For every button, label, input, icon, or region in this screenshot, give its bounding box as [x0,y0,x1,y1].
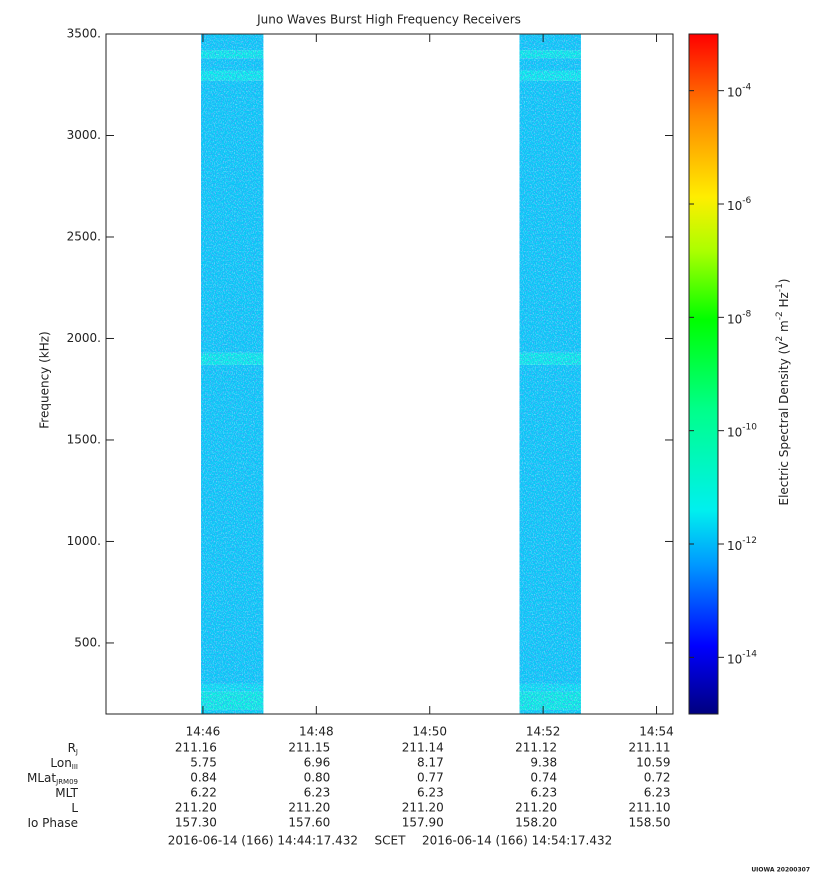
ephemeris-value: 211.11 [629,741,671,755]
label-exponent: -2 [775,311,785,320]
ephemeris-value: 211.20 [515,801,557,815]
ephemeris-label: MLatJRM09 [27,771,78,787]
ephemeris-label-text: MLat [27,771,56,785]
x-tick-label: 14:52 [526,725,561,739]
ephemeris-value: 6.23 [417,786,444,800]
ephemeris-value: 0.84 [190,771,217,785]
ephemeris-value: 5.75 [190,756,217,770]
tick-base: 10 [727,539,742,553]
ephemeris-label-text: Lon [50,756,71,770]
tick-exponent: -14 [742,649,757,659]
ephemeris-value: 0.74 [530,771,557,785]
ephemeris-value: 158.20 [515,816,557,830]
colorbar-label: Electric Spectral Density (V2 m-2 Hz-1) [775,278,791,505]
y-tick-label: 3000. [67,128,101,142]
ephemeris-value: 211.20 [402,801,444,815]
ephemeris-label-sub: J [75,748,78,756]
tick-exponent: -12 [742,536,757,546]
label-exponent: 2 [775,336,785,342]
burst [201,34,264,714]
label-text: Electric Spectral Density (V [777,341,791,506]
plot-frame [105,33,674,715]
ephemeris-value: 0.80 [304,771,331,785]
noise-texture [519,34,581,714]
x-tick-label: 14:54 [639,725,674,739]
label-text: Hz [777,292,791,311]
ephemeris-label: MLT [55,786,78,800]
ephemeris-value: 157.30 [175,816,217,830]
ephemeris-value: 157.60 [288,816,330,830]
ephemeris-label: LonIII [50,756,78,772]
tick-base: 10 [727,652,742,666]
x-tick-label: 14:46 [186,725,221,739]
tick-exponent: -4 [742,82,751,92]
tick-exponent: -6 [742,196,751,206]
tick-base: 10 [727,85,742,99]
ephemeris-value: 158.50 [629,816,671,830]
ephemeris-label: L [71,801,78,815]
y-tick-label: 2500. [67,229,101,243]
ephemeris-value: 6.23 [304,786,331,800]
credit: UIOWA 20200307 [751,867,810,874]
y-axis-label: Frequency (kHz) [38,331,52,428]
ephemeris-value: 10.59 [636,756,670,770]
tick-exponent: -10 [742,422,757,432]
ephemeris-value: 6.23 [530,786,557,800]
ephemeris-value: 0.72 [644,771,671,785]
colorbar-tick-label: 10-12 [727,536,757,553]
time-start: 2016-06-14 (166) 14:44:17.432 [168,834,358,848]
chart-title: Juno Waves Burst High Frequency Receiver… [256,13,521,27]
ephemeris-value: 6.22 [190,786,217,800]
ephemeris-value: 211.16 [175,741,217,755]
ephemeris-value: 8.17 [417,756,444,770]
ephemeris-label-sub: JRM09 [55,778,78,786]
ephemeris-value: 211.12 [515,741,557,755]
label-exponent: -1 [775,283,785,292]
ephemeris-value: 211.20 [175,801,217,815]
colorbar [688,33,719,715]
x-tick-label: 14:50 [412,725,447,739]
ephemeris-value: 9.38 [530,756,557,770]
label-text: ) [777,278,791,283]
y-tick-label: 2000. [67,331,101,345]
ephemeris-value: 211.15 [288,741,330,755]
colorbar-tick-label: 10-6 [727,196,752,213]
time-system: SCET [375,834,407,848]
ephemeris-label: Io Phase [27,816,78,830]
ephemeris-label-text: L [71,801,78,815]
y-tick-label: 3500. [67,27,101,41]
y-tick-label: 1500. [67,432,101,446]
ephemeris-value: 0.77 [417,771,444,785]
ephemeris-value: 6.23 [644,786,671,800]
ephemeris-value: 157.90 [402,816,444,830]
time-end: 2016-06-14 (166) 14:54:17.432 [422,834,612,848]
colorbar-tick-label: 10-10 [727,422,757,439]
ephemeris-value: 211.14 [402,741,444,755]
ephemeris-label-text: R [68,741,76,755]
tick-exponent: -8 [742,309,751,319]
y-tick-label: 500. [74,635,101,649]
tick-base: 10 [727,425,742,439]
burst [519,34,581,714]
tick-base: 10 [727,199,742,213]
ephemeris-label: RJ [68,741,78,757]
y-tick-label: 1000. [67,534,101,548]
tick-base: 10 [727,312,742,326]
colorbar-tick-label: 10-8 [727,309,752,326]
ephemeris-value: 6.96 [304,756,331,770]
x-tick-label: 14:48 [299,725,334,739]
ephemeris-label-text: Io Phase [27,816,78,830]
ephemeris-value: 211.10 [629,801,671,815]
label-text: m [777,320,791,336]
colorbar-tick-label: 10-14 [727,649,757,666]
ephemeris-label-text: MLT [55,786,78,800]
ephemeris-label-sub: III [72,763,78,771]
noise-texture [201,34,264,714]
ephemeris-value: 211.20 [288,801,330,815]
colorbar-tick-label: 10-4 [727,82,752,99]
